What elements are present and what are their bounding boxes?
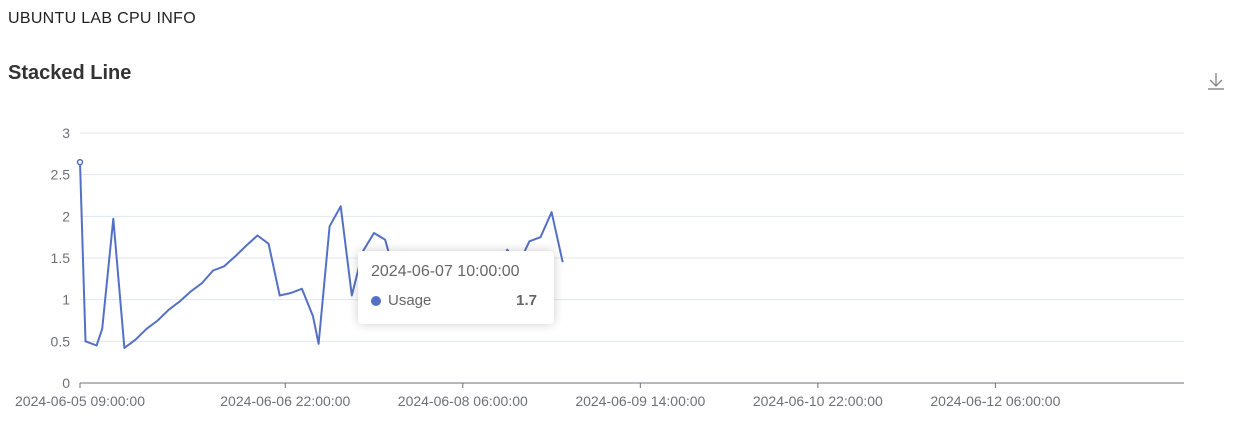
x-tick-label: 2024-06-08 06:00:00: [398, 393, 528, 409]
x-tick-label: 2024-06-09 14:00:00: [575, 393, 705, 409]
x-tick-label: 2024-06-05 09:00:00: [15, 393, 145, 409]
y-tick-label: 0.5: [51, 333, 71, 349]
y-tick-label: 2.5: [51, 167, 71, 183]
tooltip-series-dot: [371, 296, 381, 306]
tooltip-title: 2024-06-07 10:00:00: [371, 263, 520, 281]
x-tick-label: 2024-06-06 22:00:00: [220, 393, 350, 409]
y-tick-label: 3: [62, 125, 70, 141]
y-tick-label: 1.5: [51, 250, 71, 266]
chart-tooltip: 2024-06-07 10:00:00 Usage 1.7: [358, 251, 554, 324]
point-marker: [78, 160, 83, 165]
tooltip-value: 1.7: [516, 292, 537, 309]
y-tick-label: 1: [62, 292, 70, 308]
x-tick-label: 2024-06-12 06:00:00: [930, 393, 1060, 409]
y-tick-label: 0: [62, 375, 70, 391]
tooltip-series-name: Usage: [388, 292, 431, 309]
y-tick-label: 2: [62, 208, 70, 224]
x-tick-label: 2024-06-10 22:00:00: [753, 393, 883, 409]
